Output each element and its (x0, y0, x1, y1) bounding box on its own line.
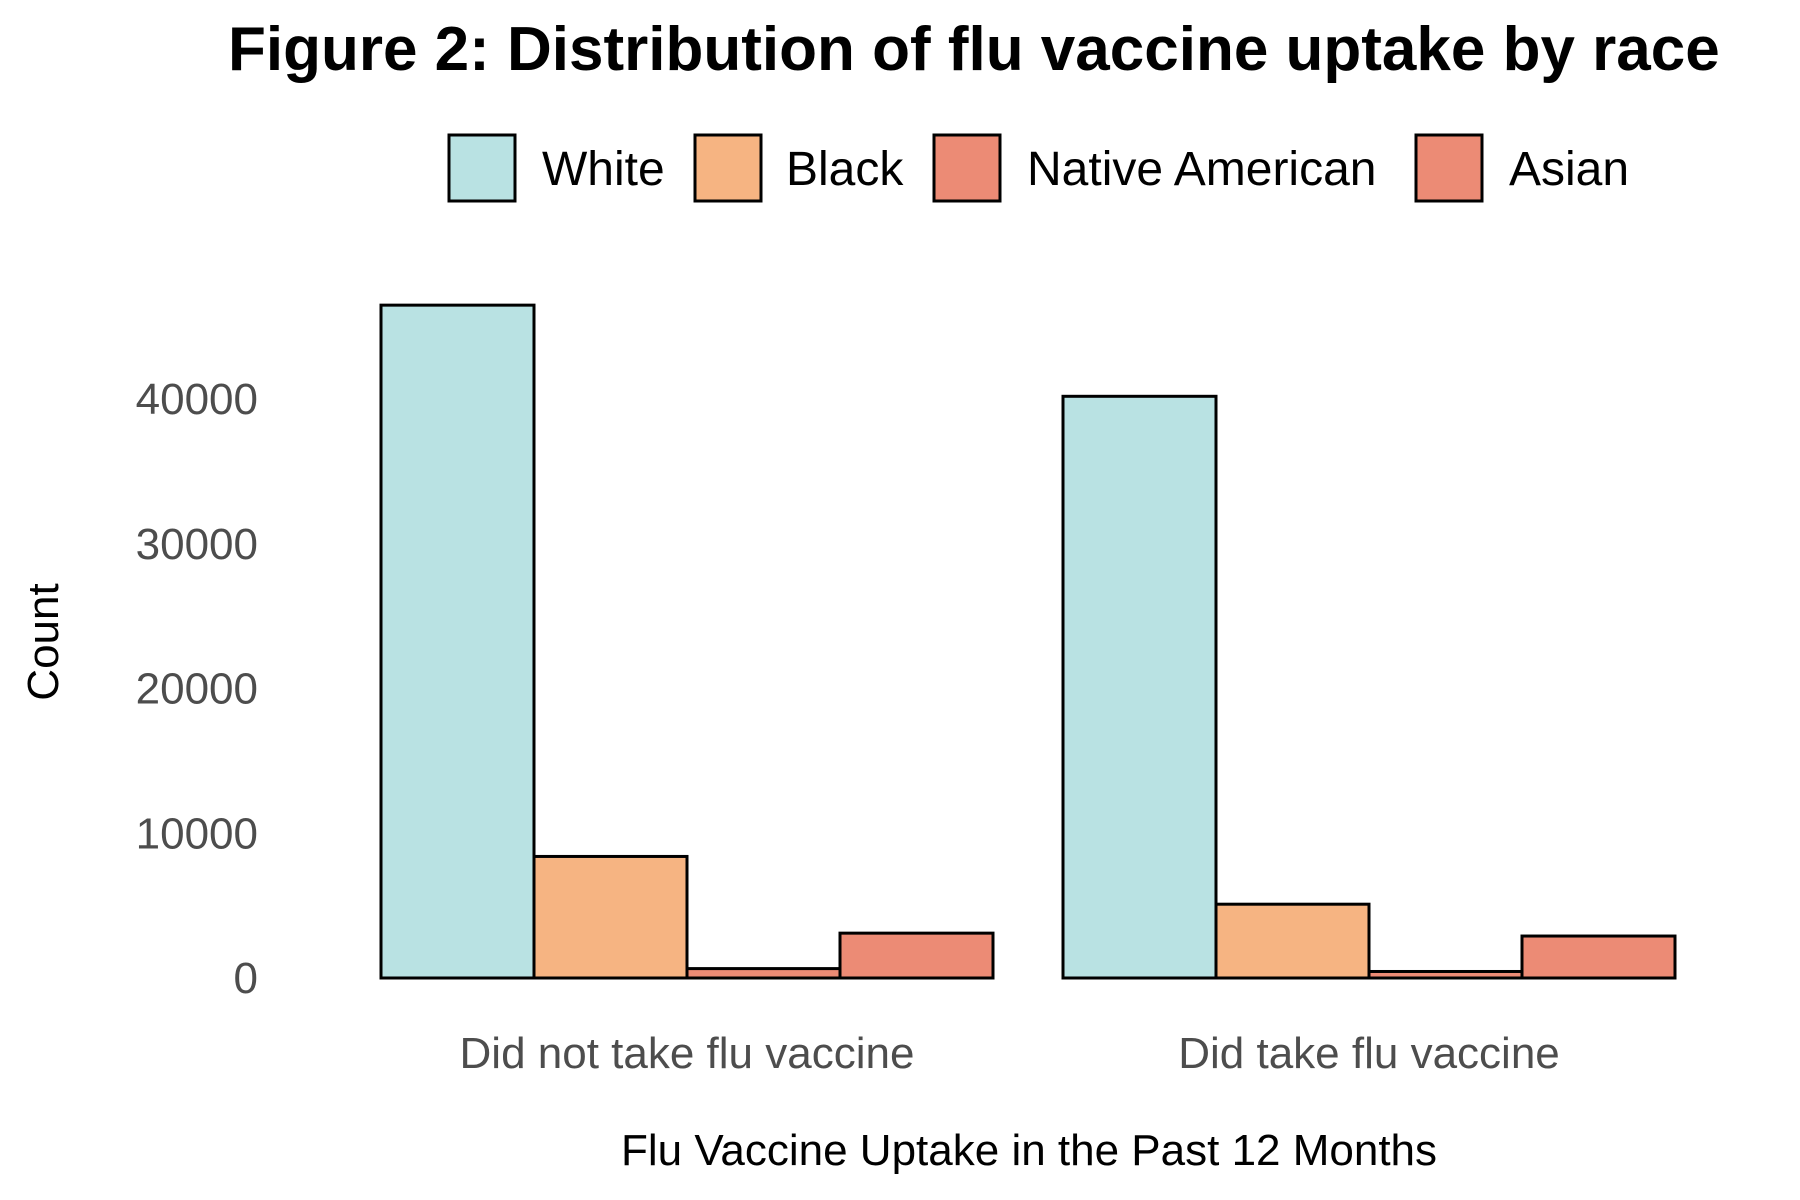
legend-key-asian (1414, 133, 1484, 203)
legend-label-asian: Asian (1509, 143, 1629, 196)
legend-key-native-american (932, 133, 1002, 203)
y-tick-label: 20000 (136, 665, 258, 714)
y-axis-ticks: 0 10000 20000 30000 40000 (136, 375, 258, 1003)
chart-title: Figure 2: Distribution of flu vaccine up… (228, 15, 1720, 84)
legend-label-black: Black (786, 143, 904, 196)
x-tick-label: Did take flu vaccine (1178, 1029, 1560, 1078)
bar-black-not-vaccinated (532, 854, 689, 980)
legend-label-white: White (542, 143, 665, 196)
legend-key-white (447, 133, 517, 203)
bar-white-not-vaccinated (379, 303, 536, 980)
x-axis-ticks: Did not take flu vaccine Did take flu vac… (460, 1029, 1560, 1078)
bar-white-vaccinated (1061, 394, 1218, 980)
y-tick-label: 0 (234, 954, 258, 1003)
x-axis-title: Flu Vaccine Uptake in the Past 12 Months (621, 1126, 1437, 1175)
bar-asian-vaccinated (1520, 934, 1677, 980)
legend-label-native-american: Native American (1027, 143, 1376, 196)
y-axis-title: Count (19, 583, 68, 700)
legend-key-black (693, 133, 763, 203)
y-tick-label: 30000 (136, 520, 258, 569)
x-tick-label: Did not take flu vaccine (460, 1029, 915, 1078)
legend: White Black Native American Asian (447, 133, 1629, 203)
bars-group (379, 303, 1677, 980)
bar-native-american-vaccinated (1367, 969, 1524, 980)
y-tick-label: 40000 (136, 375, 258, 424)
bar-black-vaccinated (1214, 902, 1371, 980)
bar-asian-not-vaccinated (838, 931, 995, 980)
y-tick-label: 10000 (136, 809, 258, 858)
bar-native-american-not-vaccinated (685, 967, 842, 980)
